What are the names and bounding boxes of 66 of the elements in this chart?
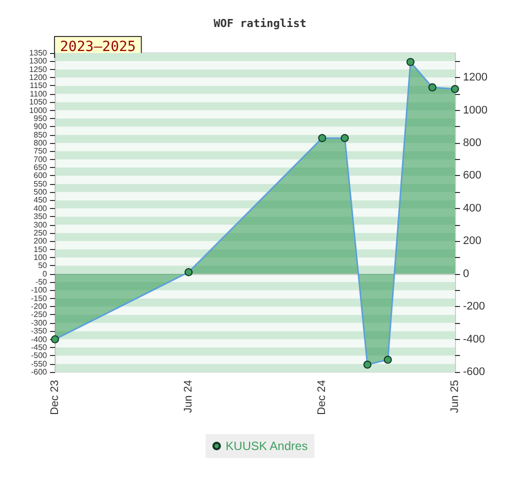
y-tick-label: -200	[30, 302, 48, 312]
legend-label: KUUSK Andres	[226, 439, 308, 453]
y-tick-label: -550	[30, 359, 48, 368]
y-tick-label: -300	[30, 318, 48, 328]
y-tick-label: 900	[34, 122, 48, 132]
y-tick-label: -150	[30, 294, 48, 303]
point	[318, 134, 326, 142]
y-tick-label: 950	[34, 114, 48, 123]
y-tick-label: 300	[34, 220, 48, 230]
y-tick-label: -50	[35, 278, 48, 287]
y2-tick-label: 600	[463, 170, 482, 182]
y2-tick-label: 1200	[463, 72, 488, 84]
y-tick-label: 1100	[30, 89, 48, 98]
y2-tick-label: 1000	[463, 104, 488, 116]
y-tick-label: 1200	[29, 73, 48, 82]
y-tick-label: 50	[38, 261, 48, 270]
y-tick-label: 500	[34, 188, 48, 197]
x-tick-label: Jun 24	[182, 380, 195, 414]
point	[451, 84, 459, 93]
point	[340, 134, 349, 142]
x-tick-label: Dec 23	[49, 380, 61, 415]
point	[363, 360, 372, 369]
y-tick-label: -450	[30, 342, 48, 352]
point	[51, 335, 59, 344]
y-tick-label: 1000	[29, 106, 48, 115]
y-tick-label: 600	[34, 171, 48, 180]
y-tick-label: -400	[30, 334, 48, 344]
y-tick-label: 100	[34, 252, 48, 262]
y2-tick-label: -600	[463, 366, 486, 378]
y-tick-label: -500	[30, 351, 48, 360]
y-tick-label: 250	[34, 228, 48, 238]
x-tick-label: Dec 24	[316, 380, 328, 415]
y-tick-label: 800	[34, 138, 48, 148]
y-tick-label: 650	[34, 163, 48, 172]
y2-tick-label: 0	[463, 268, 470, 280]
y-tick-label: 1250	[29, 64, 48, 74]
point	[406, 58, 414, 66]
y2-tick-label: -200	[463, 300, 486, 313]
y-tick-label: 550	[34, 179, 48, 188]
y-tick-label: 750	[34, 146, 48, 156]
point	[184, 268, 193, 276]
point	[384, 356, 392, 364]
y-tick-label: 1300	[29, 56, 48, 66]
y-tick-label: 700	[34, 154, 48, 164]
y-tick-label: 850	[34, 130, 48, 140]
y2-tick-label: -400	[463, 333, 486, 346]
y-tick-label: -100	[30, 286, 48, 295]
y-tick-label: 1150	[30, 81, 48, 90]
x-tick-label: Jun 25	[449, 380, 461, 414]
y-tick-label: 200	[34, 236, 48, 246]
y-tick-label: 1050	[29, 98, 48, 107]
y2-tick-label: 400	[463, 202, 482, 214]
y-tick-label: 150	[34, 244, 48, 254]
point	[428, 83, 436, 92]
y-tick-label: 350	[34, 212, 48, 222]
y-tick-label: -250	[30, 310, 48, 320]
y-tick-label: -600	[30, 368, 48, 376]
y-tick-label: 450	[34, 196, 48, 205]
y-tick-label: 0	[42, 269, 48, 278]
y-tick-label: 1350	[29, 48, 48, 58]
y2-tick-label: 800	[463, 136, 482, 149]
y-tick-label: 400	[34, 204, 48, 213]
chart-title: WOF ratinglist	[214, 17, 306, 30]
y-tick-label: -350	[30, 326, 48, 336]
y2-tick-label: 200	[463, 235, 482, 248]
annotation: 2023–2025	[60, 39, 136, 55]
